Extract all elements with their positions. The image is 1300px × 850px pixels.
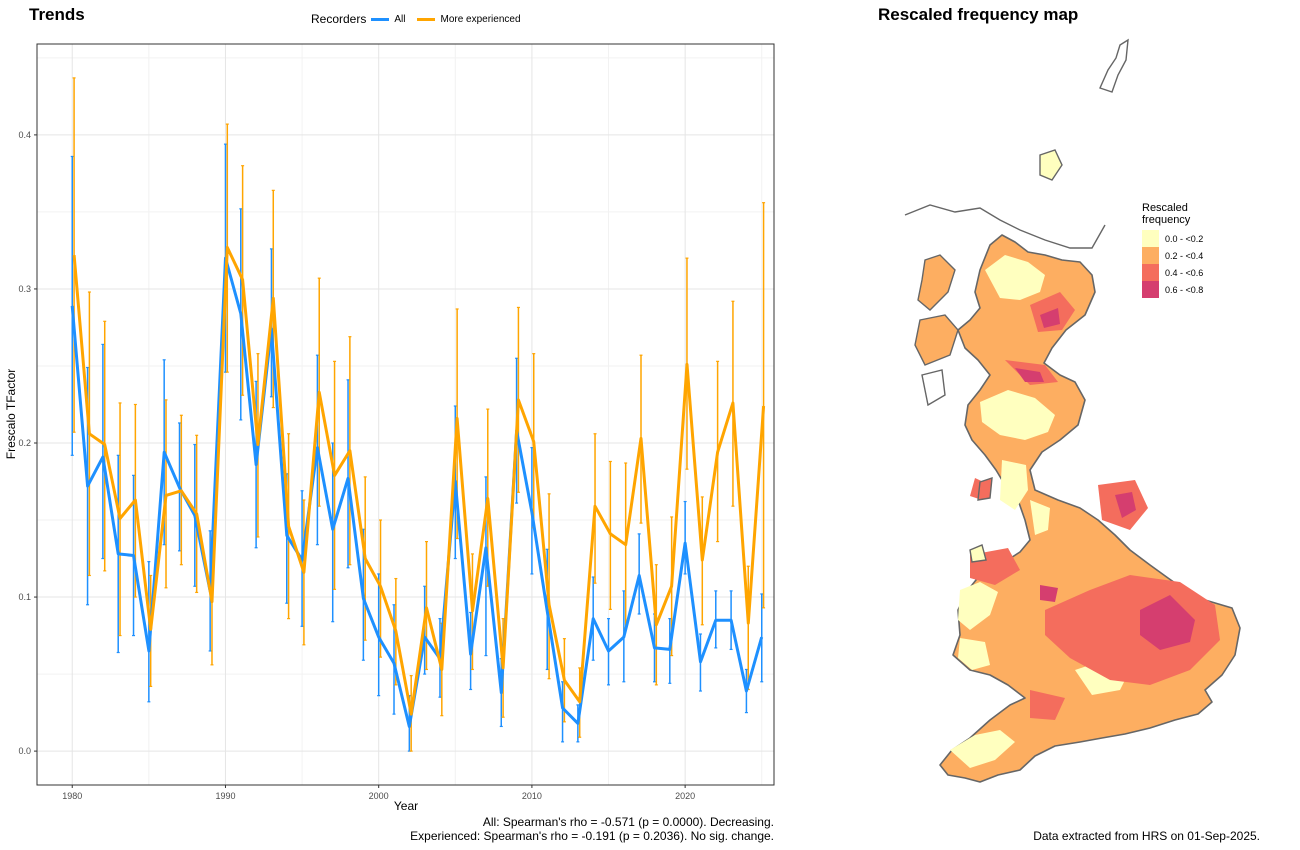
trends-title: Trends	[29, 5, 85, 24]
map-legend-row: 0.2 - <0.4	[1142, 247, 1203, 264]
plot-border	[36, 43, 775, 786]
orkney-shetland	[1099, 38, 1129, 93]
legend-label-all: All	[394, 13, 406, 25]
legend-key-experienced	[417, 17, 436, 21]
stat-all: All: Spearman's rho = -0.571 (p = 0.0000…	[482, 815, 774, 829]
legend-key-all	[371, 17, 390, 21]
y-tick-label: 0.3	[18, 284, 31, 294]
legend-title: Recorders	[311, 12, 367, 26]
map-legend-label: 0.2 - <0.4	[1165, 250, 1204, 261]
map-footnote: Data extracted from HRS on 01-Sep-2025.	[1033, 829, 1260, 843]
map-title: Rescaled frequency map	[878, 5, 1079, 24]
map-legend-label: 0.0 - <0.2	[1165, 233, 1204, 244]
trend-chart: 0.0 0.1 0.2 0.3 0.4 1980 1990 2000 2010 2020 Year…	[4, 43, 775, 813]
map-legend-title-1: Rescaled	[1142, 202, 1188, 214]
map-legend-row: 0.4 - <0.6	[1142, 264, 1203, 281]
y-tick-label: 0.1	[18, 592, 31, 602]
western-isles	[917, 254, 956, 311]
anglesey	[969, 544, 987, 563]
isle-of-man	[977, 476, 993, 501]
x-axis-title: Year	[394, 799, 418, 813]
frequency-map	[904, 38, 1241, 783]
high-frequency-areas	[1015, 308, 1195, 650]
x-tick-label: 1990	[215, 791, 235, 801]
trends-legend: Recorders All More experienced	[311, 12, 521, 26]
legend-label-experienced: More experienced	[440, 13, 521, 25]
y-tick-label: 0.0	[18, 746, 31, 756]
map-legend-title-2: frequency	[1142, 214, 1191, 226]
trend-stats: All: Spearman's rho = -0.571 (p = 0.0000…	[274, 815, 774, 843]
y-axis-title: Frescalo TFactor	[4, 369, 18, 459]
inner-isles	[914, 314, 959, 366]
kintyre-arran	[921, 369, 946, 407]
x-tick-label: 2000	[369, 791, 389, 801]
y-tick-label: 0.4	[18, 130, 31, 140]
map-legend-label: 0.6 - <0.8	[1165, 284, 1204, 295]
stat-experienced: Experienced: Spearman's rho = -0.191 (p …	[410, 829, 774, 843]
map-legend: Rescaled frequency 0.0 - <0.2 0.2 - <0.4…	[1142, 202, 1203, 298]
map-legend-row: 0.0 - <0.2	[1142, 230, 1203, 247]
gb-mainland	[939, 234, 1241, 783]
series-line-experienced	[72, 245, 766, 716]
low-frequency-areas	[950, 255, 1130, 768]
map-legend-row: 0.6 - <0.8	[1142, 281, 1203, 298]
map-legend-swatch	[1142, 281, 1159, 298]
map-legend-swatch	[1142, 264, 1159, 281]
x-tick-label: 2010	[522, 791, 542, 801]
x-tick-label: 2020	[675, 791, 695, 801]
y-tick-label: 0.2	[18, 438, 31, 448]
north-scotland-coast	[904, 204, 1106, 249]
orkney-islands	[1039, 149, 1063, 181]
x-tick-label: 1980	[62, 791, 82, 801]
map-legend-label: 0.4 - <0.6	[1165, 267, 1204, 278]
map-legend-swatch	[1142, 247, 1159, 264]
map-legend-swatch	[1142, 230, 1159, 247]
